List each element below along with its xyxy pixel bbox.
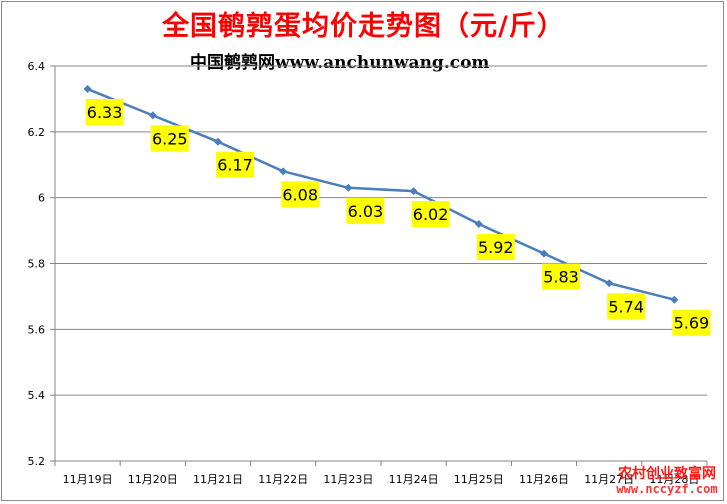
x-tick-label: 11月27日 bbox=[584, 473, 634, 486]
chart-title: 全国鹌鹑蛋均价走势图（元/斤） bbox=[162, 11, 565, 42]
data-label-box bbox=[607, 293, 646, 320]
data-label-box bbox=[672, 309, 711, 336]
data-label: 6.33 bbox=[87, 103, 123, 122]
y-tick-label: 6.4 bbox=[28, 60, 46, 73]
x-tick-label: 11月26日 bbox=[519, 473, 569, 486]
data-label: 5.69 bbox=[674, 314, 710, 333]
series-line-group bbox=[83, 85, 679, 304]
data-label: 5.74 bbox=[608, 297, 644, 316]
data-label: 6.17 bbox=[217, 156, 253, 175]
data-point bbox=[474, 220, 483, 228]
data-label-box bbox=[346, 197, 385, 224]
x-tick-label: 11月19日 bbox=[63, 473, 113, 486]
data-label: 6.03 bbox=[348, 202, 384, 221]
x-tick-labels: 11月19日 11月20日 11月21日 11月22日 11月23日 11月24日 11月2… bbox=[63, 473, 700, 486]
data-label-box bbox=[476, 234, 515, 260]
data-point bbox=[148, 111, 157, 120]
x-tick-label: 11月25日 bbox=[454, 473, 504, 486]
data-point bbox=[83, 85, 92, 94]
data-label-box bbox=[542, 263, 580, 290]
x-tick-label: 11月24日 bbox=[389, 473, 439, 486]
y-tick-label: 5.4 bbox=[28, 389, 46, 402]
y-tick-label: 5.6 bbox=[28, 323, 46, 336]
data-label-box bbox=[216, 151, 254, 178]
chart-subtitle: 中国鹌鹑网www.anchunwang.com bbox=[190, 53, 490, 73]
data-point bbox=[540, 249, 548, 258]
data-point bbox=[605, 279, 614, 288]
watermark-logo: 农村创业致富网 www.nccyzf.com bbox=[612, 466, 722, 496]
y-tick-label: 5.2 bbox=[28, 455, 46, 468]
series-line bbox=[87, 87, 675, 301]
data-point bbox=[279, 167, 288, 176]
data-label-box bbox=[411, 201, 450, 228]
x-tick-label: 11月22日 bbox=[258, 473, 308, 486]
data-label: 6.02 bbox=[413, 205, 449, 224]
data-label: 6.25 bbox=[152, 129, 188, 148]
data-label-box bbox=[281, 181, 320, 208]
data-labels: 6.33 6.25 6.17 6.08 6.03 6.02 5.92 5.83 5.74 5.69 bbox=[85, 99, 711, 336]
y-tick-label: 5.8 bbox=[28, 258, 46, 271]
x-tick-label: 11月20日 bbox=[128, 473, 178, 486]
x-tick-label: 11月21日 bbox=[193, 473, 243, 486]
data-label-box bbox=[85, 99, 124, 126]
y-tick-label: 6 bbox=[38, 192, 45, 205]
axes bbox=[50, 65, 708, 466]
data-point bbox=[344, 183, 353, 192]
data-label: 6.08 bbox=[282, 185, 318, 204]
x-tick-label: 11月28日 bbox=[649, 473, 699, 486]
data-point bbox=[670, 295, 679, 304]
data-label-box bbox=[150, 125, 189, 152]
data-point bbox=[214, 137, 222, 146]
x-tick-label: 11月23日 bbox=[323, 473, 373, 486]
watermark-url: www.nccyzf.com bbox=[616, 482, 718, 496]
data-label: 5.92 bbox=[478, 238, 514, 257]
y-tick-labels: 5.2 5.4 5.6 5.8 6 6.2 6.4 bbox=[28, 60, 46, 468]
watermark-name: 农村创业致富网 bbox=[618, 466, 716, 482]
data-point bbox=[409, 187, 418, 196]
data-label: 5.83 bbox=[543, 268, 579, 287]
y-tick-label: 6.2 bbox=[28, 126, 46, 139]
